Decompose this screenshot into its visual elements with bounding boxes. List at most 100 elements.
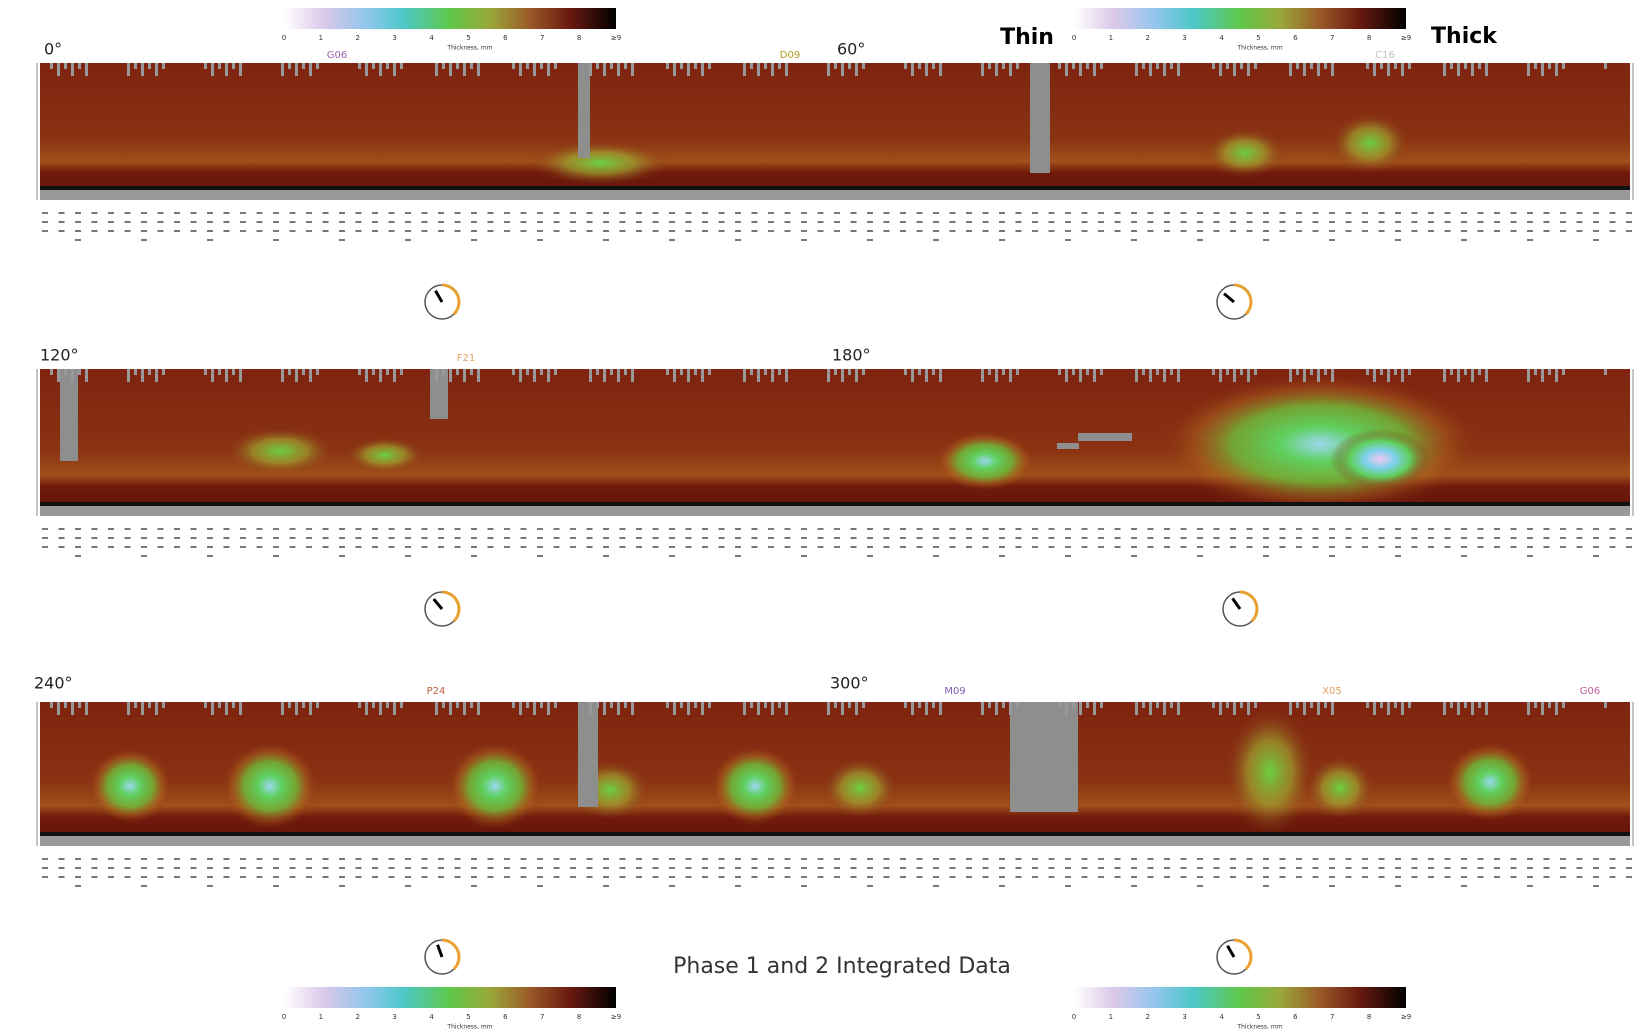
no-data-tooth	[218, 702, 221, 708]
no-data-tooth	[239, 63, 242, 76]
position-marker	[1048, 212, 1055, 214]
position-marker	[735, 885, 741, 887]
position-marker	[1065, 212, 1071, 214]
position-marker	[75, 885, 81, 887]
bottom-edge	[40, 502, 1630, 506]
position-marker	[669, 867, 675, 869]
position-marker	[58, 537, 65, 539]
position-marker	[603, 546, 609, 548]
position-marker	[405, 212, 411, 214]
position-marker	[1081, 546, 1088, 548]
no-data-tooth	[764, 63, 767, 69]
position-marker	[190, 230, 197, 232]
no-data-tooth	[708, 369, 711, 375]
no-data-tooth	[1212, 63, 1215, 69]
position-marker	[1015, 867, 1022, 869]
position-marker	[1131, 528, 1137, 530]
no-data-tooth	[834, 63, 837, 69]
position-marker	[1081, 858, 1088, 860]
no-data-tooth	[666, 702, 669, 708]
position-marker	[1015, 230, 1022, 232]
position-marker	[1147, 212, 1154, 214]
no-data-tooth	[435, 63, 438, 76]
no-data-tooth	[1373, 63, 1376, 76]
no-data	[1010, 702, 1078, 812]
position-marker	[702, 221, 708, 223]
position-marker	[322, 537, 329, 539]
position-marker	[520, 858, 527, 860]
position-marker	[223, 546, 230, 548]
no-data-tooth	[1289, 702, 1292, 715]
no-data-tooth	[1604, 63, 1607, 69]
position-marker	[1609, 221, 1616, 223]
no-data-tooth	[71, 702, 74, 715]
position-marker	[1576, 212, 1583, 214]
no-data-tooth	[589, 702, 592, 715]
position-marker	[685, 858, 692, 860]
position-marker	[817, 221, 824, 223]
no-data-tooth	[435, 369, 438, 382]
position-marker	[867, 239, 873, 241]
position-marker	[1461, 546, 1467, 548]
position-marker	[1609, 858, 1616, 860]
position-marker	[718, 858, 725, 860]
no-data-tooth	[281, 63, 284, 76]
no-data-tooth	[995, 63, 998, 76]
position-marker	[1362, 858, 1368, 860]
position-marker	[570, 876, 576, 878]
position-marker	[916, 876, 923, 878]
section-angle: 60°	[837, 40, 865, 59]
position-marker	[1263, 885, 1269, 887]
thin-region	[222, 742, 318, 830]
no-data-tooth	[463, 63, 466, 76]
no-data-tooth	[358, 702, 361, 708]
position-marker	[570, 230, 576, 232]
position-marker	[471, 239, 477, 241]
position-marker	[108, 230, 114, 232]
position-marker	[1527, 858, 1533, 860]
position-marker	[1461, 239, 1467, 241]
no-data-tooth	[1555, 702, 1558, 715]
position-marker	[933, 858, 939, 860]
position-marker	[1560, 858, 1566, 860]
position-marker	[322, 858, 329, 860]
position-marker	[1560, 212, 1566, 214]
bottom-edge	[40, 832, 1630, 836]
no-data-tooth	[1002, 369, 1005, 375]
no-data-tooth	[981, 702, 984, 715]
colorbar-tick-label: 8	[1367, 1013, 1371, 1021]
position-marker	[850, 230, 857, 232]
no-data-tooth	[995, 369, 998, 382]
no-data-tooth	[456, 63, 459, 69]
no-data-tooth	[1534, 63, 1537, 69]
position-marker	[982, 528, 989, 530]
position-marker	[1395, 537, 1401, 539]
position-marker	[702, 212, 708, 214]
position-marker	[982, 230, 989, 232]
position-marker	[933, 555, 939, 557]
no-data-tooth	[225, 63, 228, 76]
position-marker	[1626, 858, 1632, 860]
position-marker	[223, 230, 230, 232]
colorbar-tick-label: 7	[1330, 34, 1334, 42]
position-marker	[1362, 876, 1368, 878]
position-marker	[42, 546, 48, 548]
position-marker	[603, 555, 609, 557]
position-marker	[768, 858, 774, 860]
no-data-tooth	[386, 369, 389, 375]
position-marker	[735, 230, 741, 232]
position-marker	[91, 546, 98, 548]
position-marker	[1197, 528, 1203, 530]
position-marker	[1296, 537, 1302, 539]
no-data-tooth	[932, 63, 935, 69]
clock-arc	[1233, 938, 1253, 971]
position-marker	[454, 876, 461, 878]
position-marker	[751, 858, 758, 860]
thin-region	[710, 746, 800, 826]
section-angle: 120°	[40, 346, 79, 365]
position-marker	[1312, 230, 1319, 232]
position-marker	[867, 528, 873, 530]
no-data-tooth	[911, 702, 914, 715]
position-marker	[1593, 239, 1599, 241]
position-marker	[553, 858, 560, 860]
